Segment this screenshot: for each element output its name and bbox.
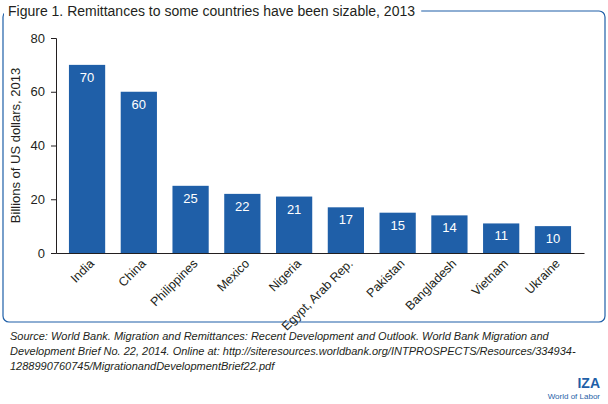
y-tick-label: 60	[31, 84, 45, 99]
y-tick: 0	[38, 246, 56, 261]
x-tick: Ukraine	[522, 257, 562, 297]
x-tick-label: Egypt, Arab Rep.	[279, 257, 356, 334]
x-tick-label: Vietnam	[469, 257, 511, 299]
chart-title: Figure 1. Remittances to some countries …	[8, 3, 415, 19]
x-tick: Philippines	[148, 257, 201, 310]
y-axis-line	[51, 39, 57, 254]
data-label: 60	[132, 97, 146, 112]
y-tick-mark	[51, 146, 56, 147]
x-tick: Nigeria	[266, 257, 304, 295]
source-note: 1288990760745/MigrationandDevelopmentBri…	[10, 360, 275, 372]
data-label: 70	[80, 70, 94, 85]
bar	[431, 215, 467, 253]
plot-area: 70602522211715141110020406080IndiaChinaP…	[31, 31, 585, 334]
data-label: 22	[235, 199, 249, 214]
y-tick: 20	[31, 192, 56, 207]
bars	[69, 65, 571, 253]
bar	[172, 186, 208, 253]
bar	[380, 213, 416, 253]
bar	[535, 226, 571, 253]
y-tick-label: 80	[31, 31, 45, 46]
data-label: 21	[287, 202, 301, 217]
y-axis-title: Billions of US dollars, 2013	[8, 68, 23, 223]
title-background	[4, 3, 421, 21]
y-tick-mark	[51, 253, 56, 254]
y-tick-label: 40	[31, 138, 45, 153]
x-tick-label: India	[68, 257, 97, 286]
data-labels: 70 60 25 22 21 17 15 14 11 10	[80, 70, 560, 246]
x-tick: Vietnam	[469, 257, 511, 299]
data-label: 14	[442, 220, 456, 235]
logo-text: World of Labor	[548, 392, 601, 401]
y-tick-mark	[51, 92, 56, 93]
y-tick: 40	[31, 138, 56, 153]
data-label: 11	[494, 228, 508, 243]
bar	[483, 223, 519, 253]
y-tick-mark	[51, 38, 56, 39]
x-tick-label: Pakistan	[364, 257, 408, 301]
source-note: Source: World Bank. Migration and Remitt…	[10, 330, 550, 342]
bar	[276, 197, 312, 253]
chart-container: Figure 1. Remittances to some countries …	[0, 0, 608, 404]
data-label: 25	[183, 191, 197, 206]
y-tick-label: 0	[38, 246, 45, 261]
x-axis-line	[57, 253, 585, 254]
y-tick: 80	[31, 31, 56, 46]
x-tick-label: Bangladesh	[403, 257, 460, 314]
bar	[121, 92, 157, 253]
x-tick-label: Mexico	[214, 257, 252, 295]
x-tick-label: China	[116, 257, 149, 290]
bar	[328, 207, 364, 253]
source-note: Development Brief No. 22, 2014. Online a…	[10, 345, 576, 357]
x-tick-label: Philippines	[148, 257, 201, 310]
figure-frame	[3, 11, 605, 322]
x-tick: Bangladesh	[403, 257, 460, 314]
x-tick: India	[68, 257, 97, 286]
chart-svg: Figure 1. Remittances to some countries …	[0, 0, 608, 404]
y-axis: 0 20 40 60 80	[31, 31, 57, 261]
y-tick-mark	[51, 199, 56, 200]
x-tick-label: Ukraine	[522, 257, 562, 297]
x-tick-label: Nigeria	[266, 257, 304, 295]
x-tick: Pakistan	[364, 257, 408, 301]
logo-mark: IZA	[577, 375, 600, 391]
y-tick: 60	[31, 84, 56, 99]
y-tick-label: 20	[31, 192, 45, 207]
x-tick: China	[116, 257, 149, 290]
data-label: 15	[390, 218, 404, 233]
data-label: 17	[339, 212, 353, 227]
x-tick: Mexico	[214, 257, 252, 295]
bar	[224, 194, 260, 253]
bar	[69, 65, 105, 253]
x-tick: Egypt, Arab Rep.	[279, 257, 356, 334]
data-label: 10	[546, 231, 560, 246]
x-axis: India ChinaPhilippines Mexico NigeriaEgypt,…	[57, 254, 585, 334]
